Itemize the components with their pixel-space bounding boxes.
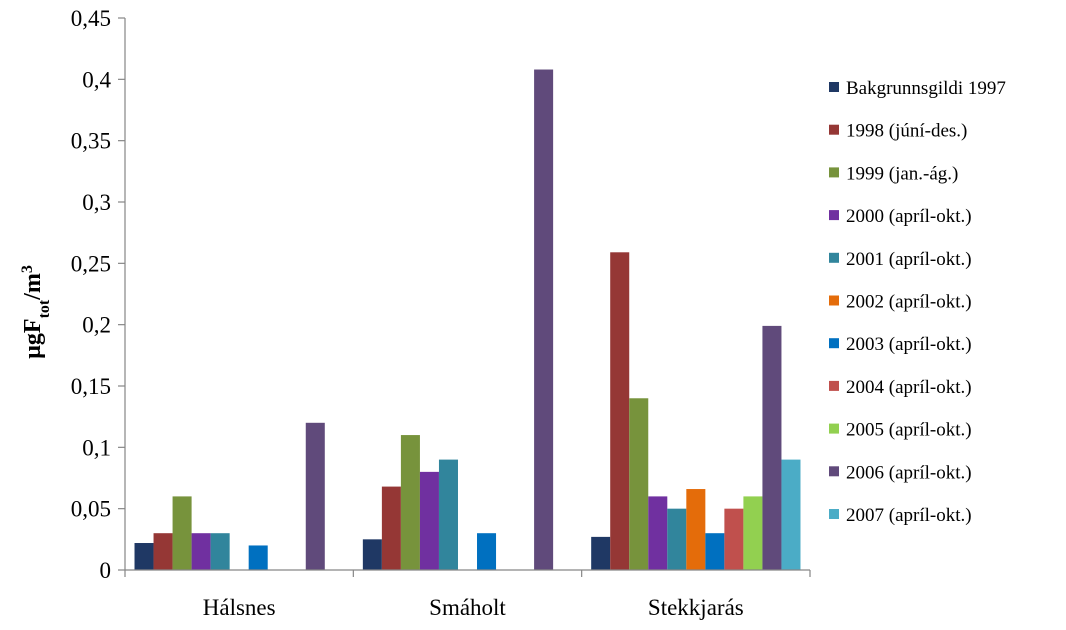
legend-entry: 2000 (apríl-okt.): [846, 206, 972, 227]
bar: [305, 422, 325, 570]
bar: [667, 508, 687, 570]
bar: [781, 459, 801, 570]
x-category-labels: Hálsnes Smáholt Stekkjarás: [124, 570, 811, 620]
bar: [591, 536, 611, 570]
legend-entry: 2007 (apríl-okt.): [846, 505, 972, 526]
bar: [724, 508, 744, 570]
legend-swatch: [829, 466, 839, 477]
bar: [438, 459, 458, 570]
y-axis-label-sub: tot: [36, 299, 53, 318]
bar: [172, 496, 192, 570]
y-tick-label: 0,2: [82, 313, 111, 338]
legend-swatch: [829, 295, 839, 306]
y-tick-label: 0,15: [71, 374, 111, 399]
y-ticks: 0 0,05 0,1 0,15 0,2 0,25 0,3 0,35 0,4 0,45: [71, 6, 125, 583]
y-tick-label: 0,35: [71, 129, 111, 154]
legend-entry: 2004 (apríl-okt.): [846, 377, 972, 398]
y-axis-label: µgFtot/m3: [19, 265, 53, 359]
legend-swatch: [829, 167, 839, 178]
y-axis-label-main: µgF: [20, 318, 46, 359]
bar: [648, 496, 668, 570]
x-category-label: Stekkjarás: [648, 595, 744, 620]
y-tick-label: 0: [100, 558, 112, 583]
y-tick-label: 0,45: [71, 6, 111, 31]
legend-swatch: [829, 210, 839, 221]
bar: [762, 325, 782, 570]
legend-entry: Bakgrunnsgildi 1997: [846, 78, 1006, 99]
bar: [134, 543, 154, 570]
y-tick-label: 0,3: [82, 190, 111, 215]
y-tick-label: 0,1: [82, 435, 111, 460]
legend-entry: 1999 (jan.-ág.): [846, 163, 958, 184]
bar: [191, 533, 211, 570]
bar: [629, 398, 649, 570]
legend-entry: 2001 (apríl-okt.): [846, 249, 972, 270]
bar: [534, 69, 554, 571]
bar: [400, 435, 420, 570]
legend-swatch: [829, 124, 839, 135]
bars-layer: [134, 69, 801, 571]
bar: [381, 486, 401, 570]
bar: [210, 533, 230, 570]
y-tick-label: 0,05: [71, 497, 111, 522]
bar: [686, 489, 706, 570]
legend: Bakgrunnsgildi 1997 1998 (júní-des.) 1999 …: [829, 78, 1006, 526]
bar: [419, 471, 439, 570]
x-category-label: Hálsnes: [203, 595, 276, 620]
legend-swatch: [829, 252, 839, 263]
y-tick-label: 0,4: [82, 67, 111, 92]
bar: [610, 252, 630, 570]
bar: [153, 533, 173, 570]
x-category-label: Smáholt: [429, 595, 506, 620]
legend-swatch: [829, 509, 839, 519]
legend-swatch: [829, 82, 839, 92]
y-axis-label-unit: /m: [20, 273, 46, 301]
bar: [248, 545, 268, 570]
legend-entry: 2002 (apríl-okt.): [846, 292, 972, 313]
legend-swatch: [829, 423, 839, 434]
bar: [743, 496, 763, 570]
legend-entry: 1998 (júní-des.): [846, 121, 967, 142]
bar: [705, 533, 725, 570]
bar: [477, 533, 497, 570]
legend-entry: 2005 (apríl-okt.): [846, 420, 972, 441]
y-tick-label: 0,25: [71, 251, 111, 276]
legend-swatch: [829, 338, 839, 349]
legend-swatch: [829, 380, 839, 391]
legend-entry: 2003 (apríl-okt.): [846, 334, 972, 355]
bar: [362, 539, 382, 570]
legend-entry: 2006 (apríl-okt.): [846, 462, 972, 483]
y-axis-label-sup: 3: [19, 265, 36, 273]
